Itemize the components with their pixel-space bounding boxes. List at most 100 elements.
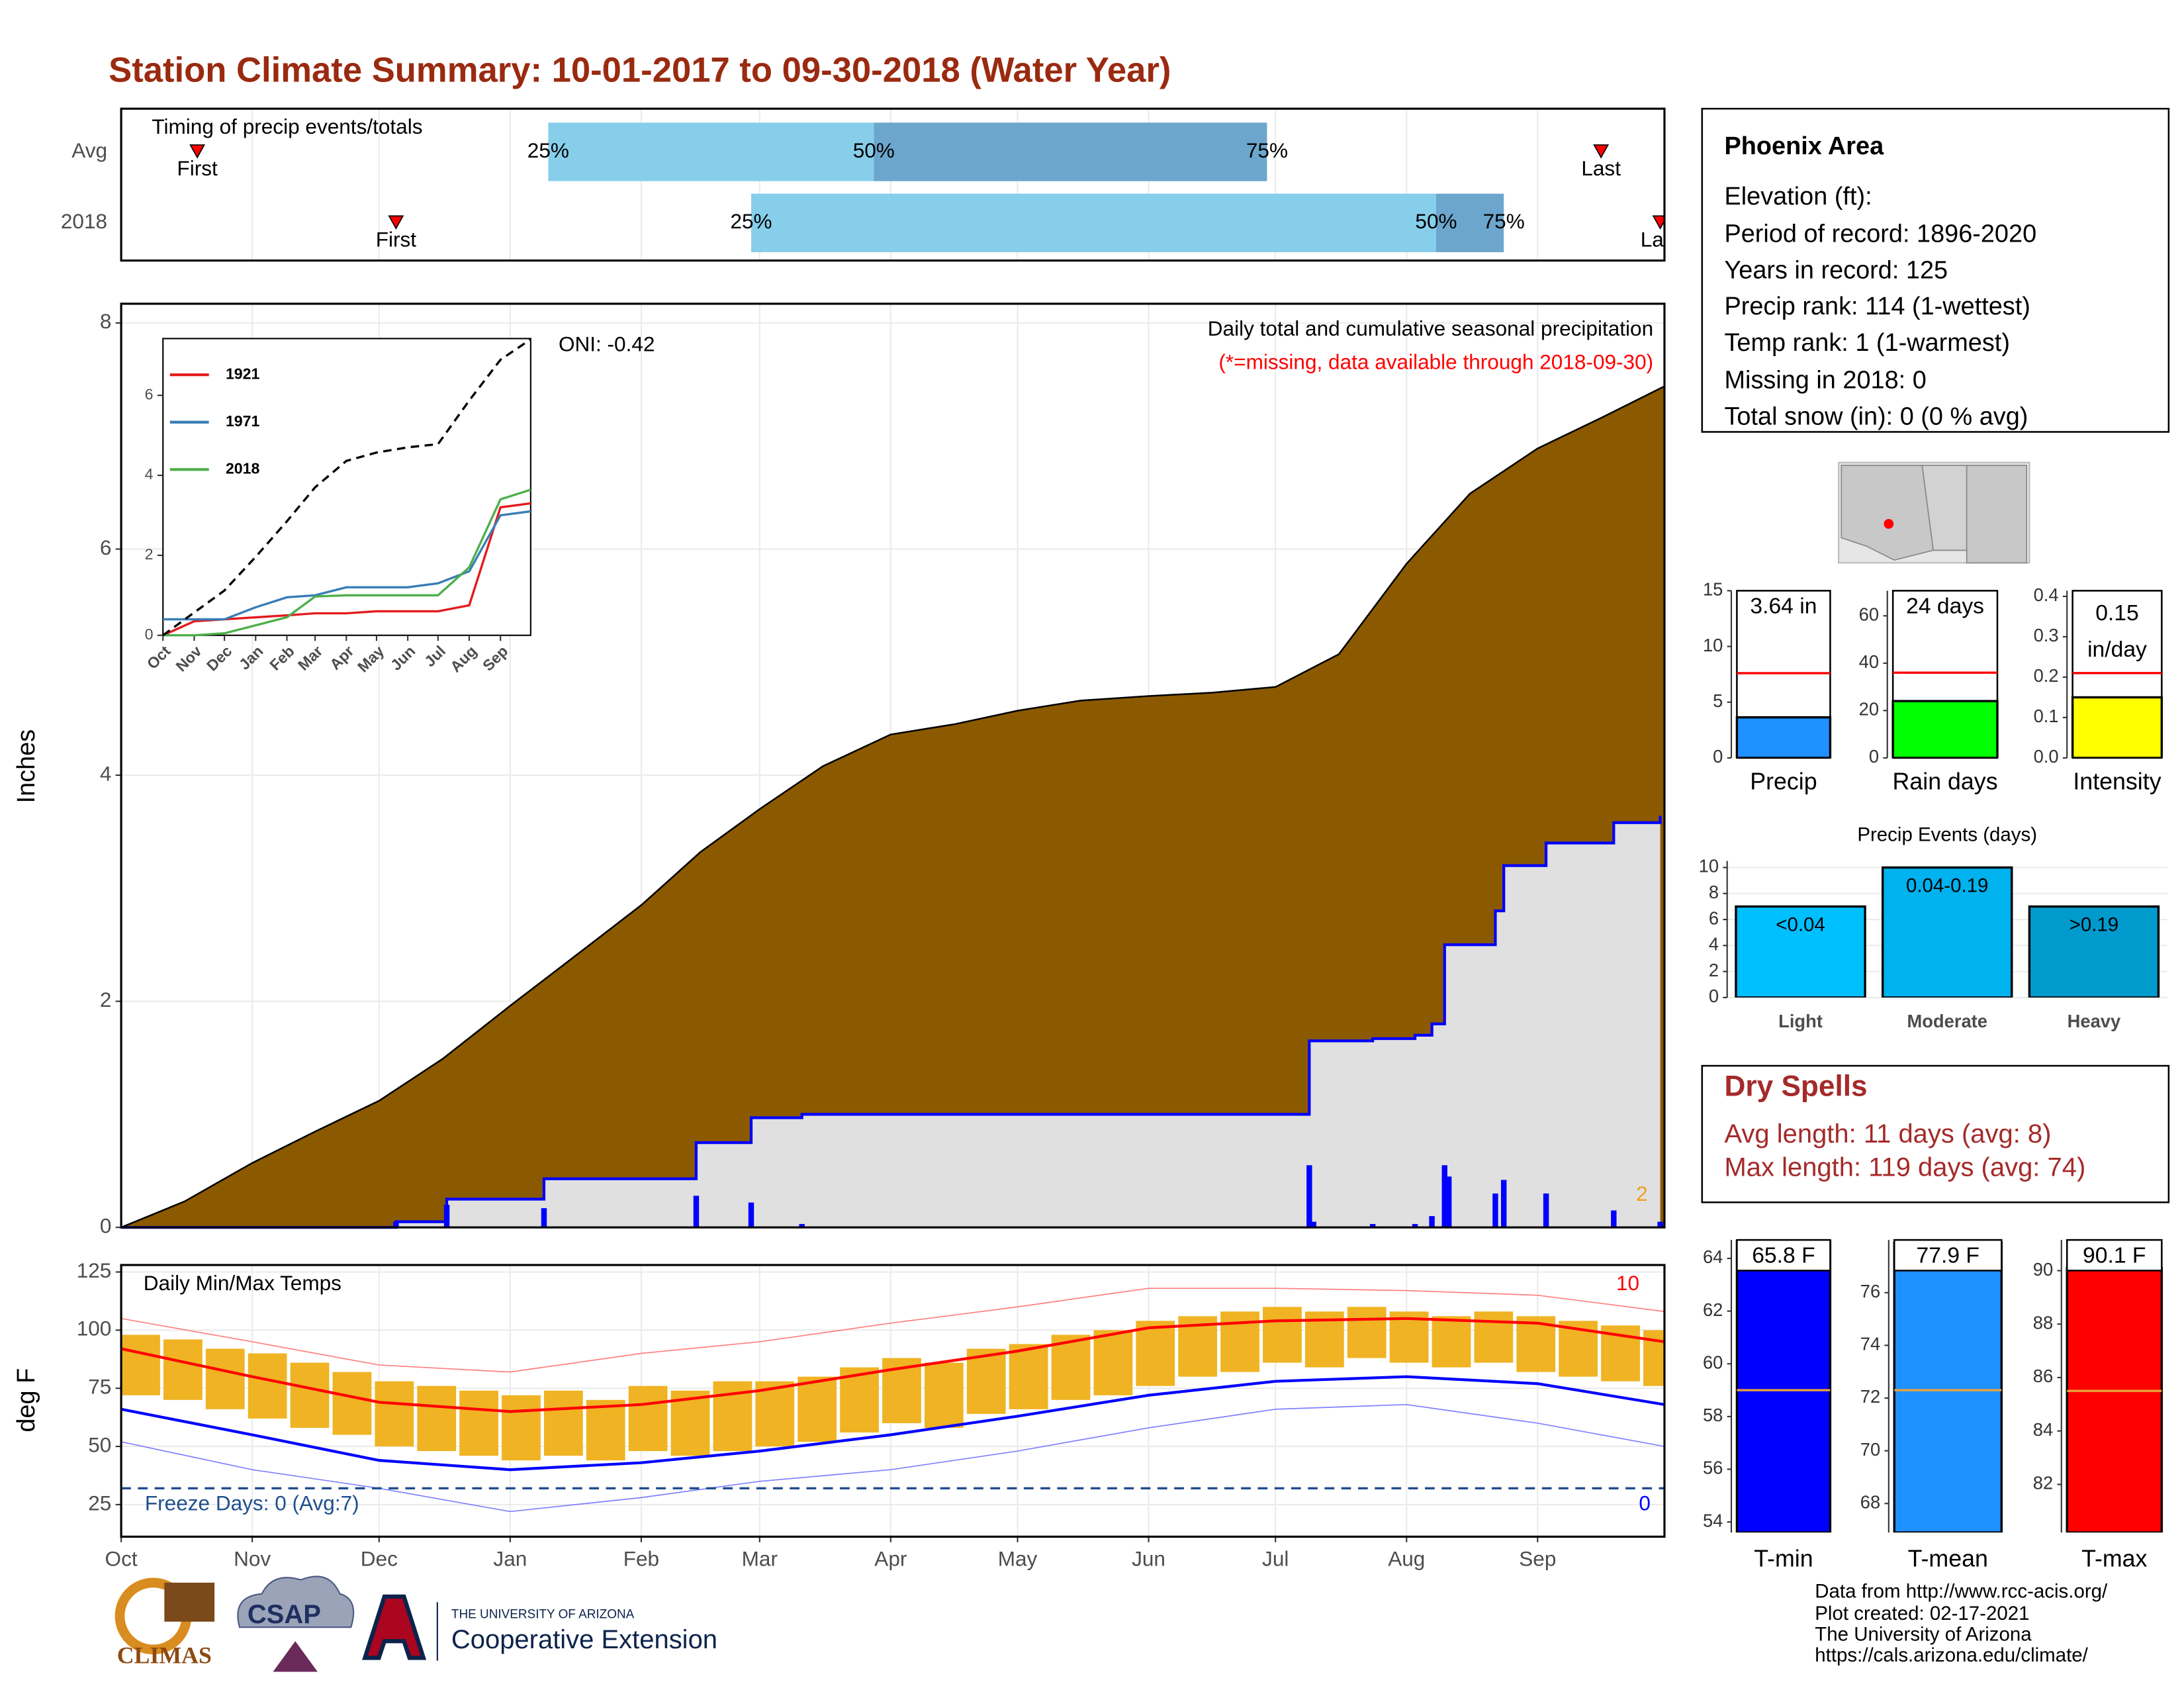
y-tick-label: 10: [1699, 856, 1719, 876]
bar: [1891, 700, 1999, 758]
info-line: Precip rank: 114 (1-wettest): [1724, 293, 2030, 320]
dry-spells-line: Max length: 119 days (avg: 74): [1724, 1152, 2085, 1182]
chart-title: Precip Events (days): [1857, 824, 2037, 846]
temp-range-bar: [1347, 1307, 1387, 1358]
x-tick-label: Light: [1778, 1011, 1823, 1031]
temp-range-bar: [1432, 1316, 1471, 1368]
x-tick-label: Feb: [623, 1547, 659, 1571]
x-tick-label: Jul: [1262, 1547, 1289, 1571]
y-tick-label: 90: [2033, 1259, 2053, 1280]
x-tick-label: Moderate: [1907, 1011, 1987, 1031]
extension-name: Cooperative Extension: [451, 1625, 717, 1654]
daily-bar: [1445, 1176, 1452, 1228]
info-title: Phoenix Area: [1724, 132, 1884, 160]
event-marker: [189, 144, 206, 159]
timing-bar: [751, 193, 1436, 252]
daily-bar: [443, 1205, 450, 1228]
footer-line: Plot created: 02-17-2021: [1815, 1603, 2029, 1624]
y-tick-label: 0.4: [2034, 585, 2059, 605]
info-line: Total snow (in): 0 (0 % avg): [1724, 402, 2028, 430]
event-label: Last: [1641, 227, 1680, 251]
timing-bar: [1435, 193, 1504, 252]
bar: [1893, 1241, 2003, 1533]
locator-map: [1838, 461, 2030, 564]
y-tick-label: 58: [1703, 1405, 1723, 1425]
daily-bar: [393, 1221, 399, 1228]
event-label: First: [376, 227, 417, 251]
temp-range-bar: [121, 1335, 160, 1395]
bar-label: <0.04: [1776, 914, 1825, 936]
y-tick-label: 4: [145, 465, 154, 483]
y-tick-label: 60: [1859, 604, 1879, 625]
y-tick-label: 2: [145, 545, 154, 563]
footer-line: The University of Arizona: [1815, 1624, 2032, 1646]
x-tick-label: Oct: [105, 1547, 138, 1571]
daily-bar: [799, 1224, 805, 1228]
x-tick-label: T-max: [2081, 1546, 2147, 1572]
panel-frame: [120, 303, 1666, 1229]
temp-range-bar: [586, 1399, 625, 1461]
y-tick-label: 88: [2033, 1312, 2053, 1333]
panel-title: Timing of precip events/totals: [152, 115, 422, 138]
daily-bar: [1412, 1224, 1418, 1228]
temp-range-bar: [840, 1367, 879, 1432]
dry-spells-title: Dry Spells: [1724, 1070, 1867, 1102]
temp-line: [121, 1375, 1664, 1472]
bar-label: >0.19: [2070, 914, 2119, 936]
info-line: Elevation (ft):: [1724, 183, 1872, 211]
temp-range-bar: [1474, 1311, 1514, 1363]
y-tick-label: 8: [1709, 882, 1719, 902]
daily-bar: [541, 1208, 547, 1228]
y-tick-label: 0: [100, 1214, 112, 1238]
event-marker: [388, 215, 404, 230]
timing-bar: [548, 122, 874, 181]
daily-bar: [693, 1196, 700, 1228]
map-state: [1966, 465, 2028, 564]
x-tick-label: T-min: [1754, 1546, 1813, 1572]
footer-line: https://cals.arizona.edu/climate/: [1815, 1644, 2088, 1666]
daily-bar: [1657, 1221, 1663, 1228]
climas-logo: CLIMAS: [117, 1642, 212, 1669]
quartile-label: 75%: [1246, 138, 1288, 162]
cumulative-area: [121, 816, 1661, 1228]
panel-title: Daily Min/Max Temps: [144, 1271, 341, 1295]
chart-subtitle: (*=missing, data available through 2018-…: [1218, 350, 1653, 374]
temp-range-bar: [1220, 1311, 1259, 1372]
temp-range-bar: [797, 1376, 837, 1442]
y-axis-label: Inches: [13, 729, 40, 804]
label-box: [2066, 1239, 2163, 1272]
footer-line: Data from http://www.rcc-acis.org/: [1815, 1580, 2108, 1602]
bar: [2071, 696, 2163, 758]
csap-logo: CSAP: [248, 1600, 321, 1629]
series-line: [162, 338, 531, 637]
value-label: 0.15 in/day: [2087, 601, 2147, 662]
x-tick-label: Aug: [1388, 1547, 1425, 1571]
y-tick-label: 125: [77, 1258, 112, 1282]
x-tick-label: Mar: [742, 1547, 778, 1571]
quartile-label: 25%: [527, 138, 569, 162]
value-label: 65.8 F: [1752, 1243, 1815, 1268]
event-marker: [1593, 144, 1610, 159]
temp-line: [121, 1317, 1664, 1413]
y-tick-label: 2: [100, 988, 112, 1011]
y-tick-label: 0.2: [2034, 665, 2059, 686]
cumulative-line: [120, 385, 1665, 1229]
y-tick-label: 70: [1860, 1439, 1880, 1460]
value-label: 77.9 F: [1917, 1243, 1979, 1268]
y-tick-label: 64: [1703, 1246, 1723, 1267]
csap-cloud: [237, 1575, 355, 1628]
quartile-label: 50%: [853, 138, 895, 162]
freeze-label: Freeze Days: 0 (Avg:7): [145, 1491, 359, 1515]
info-line: Missing in 2018: 0: [1724, 367, 1926, 395]
x-tick-label: Jun: [1132, 1547, 1165, 1571]
y-tick-label: 10: [1703, 635, 1723, 655]
quartile-label: 25%: [730, 209, 772, 233]
daily-bar: [1501, 1180, 1507, 1228]
temp-range-bar: [163, 1339, 203, 1400]
series-line: [163, 510, 531, 621]
bar: [1735, 716, 1832, 758]
chart-title: Daily total and cumulative seasonal prec…: [1208, 316, 1653, 340]
daily-bar: [1369, 1224, 1376, 1228]
